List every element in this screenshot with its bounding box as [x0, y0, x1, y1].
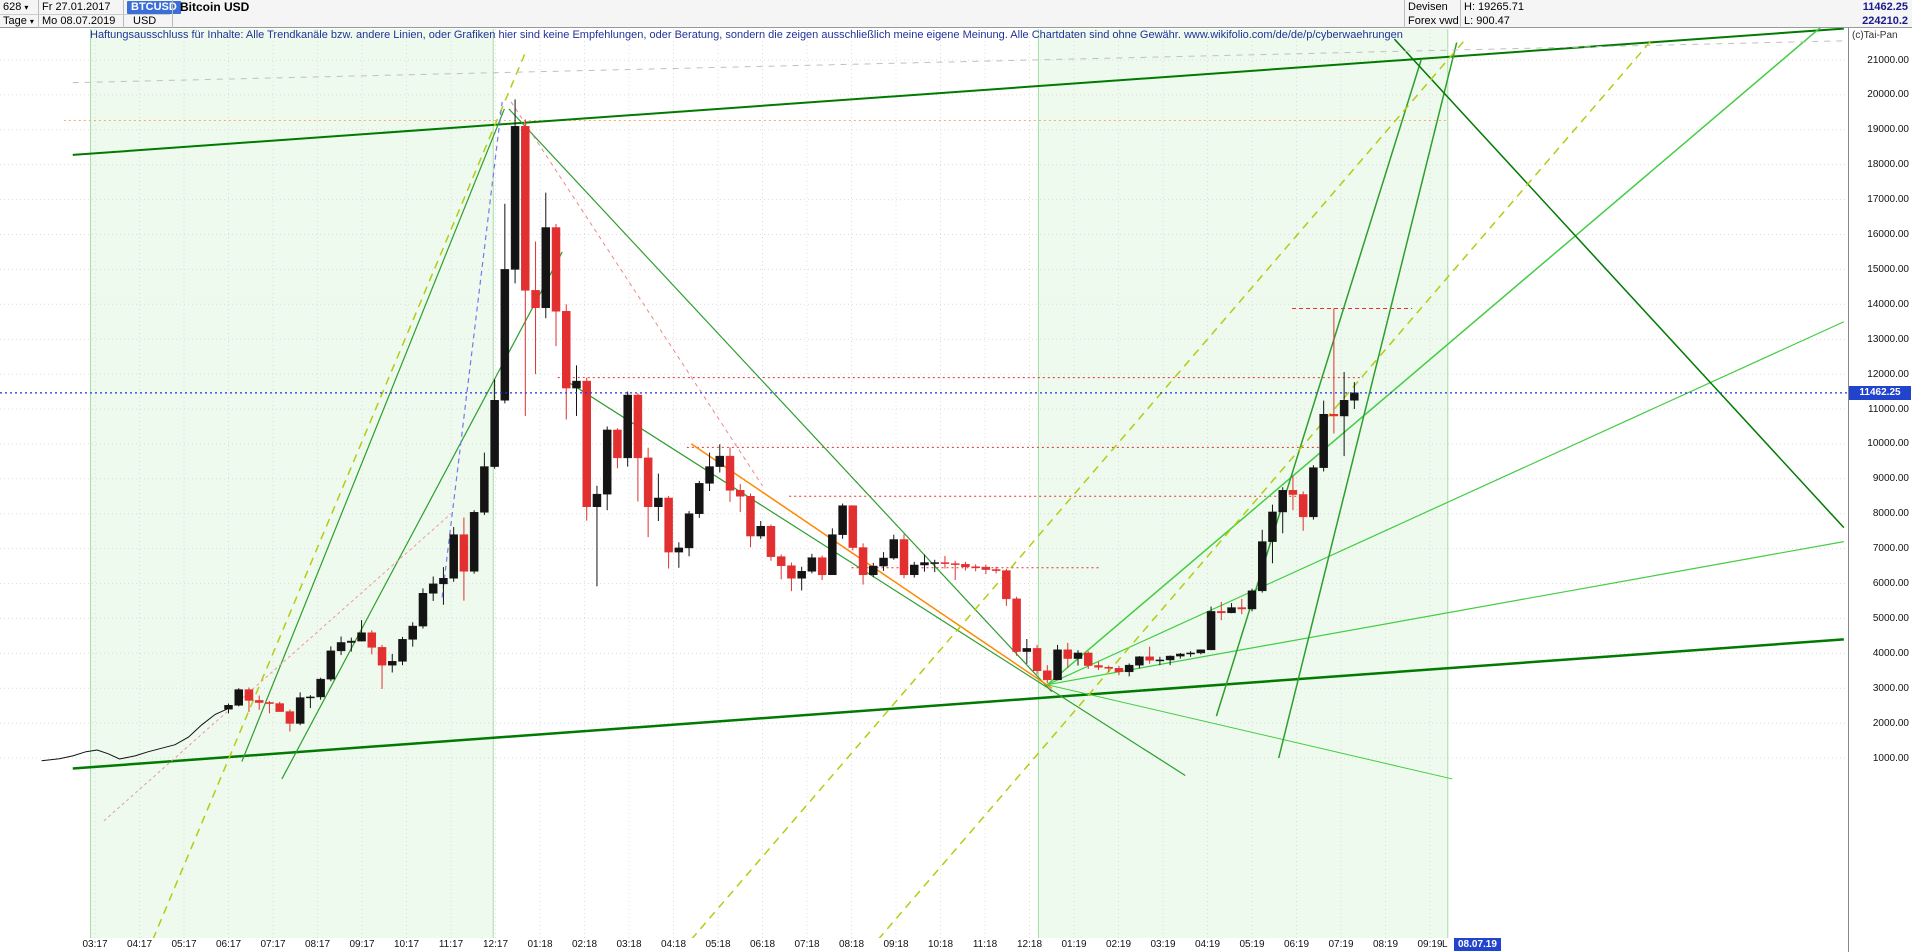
y-axis-tick: 7000.00 — [1872, 543, 1909, 555]
start-date-label: Fr 27.01.2017 — [42, 1, 111, 13]
x-axis-label: 03:17 — [82, 939, 108, 950]
feed-label: Forex vwd — [1408, 15, 1459, 27]
x-axis-label: 05:18 — [705, 939, 731, 950]
x-axis-label: 12:17 — [482, 939, 509, 950]
x-axis-label: 07:19 — [1328, 939, 1354, 950]
x-axis-label: 01:19 — [1061, 939, 1087, 950]
y-axis-tick: 4000.00 — [1872, 647, 1909, 659]
chevron-down-icon: ▾ — [24, 3, 29, 12]
x-axis-label: 03:19 — [1150, 939, 1176, 950]
period-high-label: H: 19265.71 — [1464, 1, 1524, 13]
period-value: Tage — [3, 15, 27, 27]
y-axis-tick: 8000.00 — [1872, 508, 1909, 520]
x-axis-label: 09:18 — [883, 939, 909, 950]
y-axis-tick: 16000.00 — [1867, 229, 1909, 240]
last-marker: L — [1442, 939, 1448, 950]
instrument-title: Bitcoin USD — [180, 0, 250, 14]
y-axis-tick: 17000.00 — [1867, 194, 1909, 206]
app-header: 628 ▾ Tage ▾ Fr 27.01.2017 Mo 08.07.2019 B… — [0, 0, 1912, 28]
end-date-label: Mo 08.07.2019 — [42, 15, 116, 27]
period-low-label: L: 900.47 — [1464, 15, 1510, 27]
taipan-credit: (c)Tai-Pan — [1852, 30, 1898, 41]
header-divider — [1404, 0, 1405, 28]
last-date-tag: 08.07.19 — [1454, 938, 1501, 951]
y-axis-tick: 14000.00 — [1867, 298, 1909, 310]
x-axis-label: 05:17 — [171, 939, 197, 950]
currency-label: USD — [133, 15, 157, 27]
x-axis-label: 09:17 — [349, 939, 375, 950]
y-axis-tick: 18000.00 — [1867, 159, 1909, 171]
x-axis-label: 04:19 — [1194, 939, 1221, 950]
x-axis-label: 08:17 — [304, 939, 331, 950]
y-axis-tick: 9000.00 — [1872, 473, 1909, 485]
x-axis-label: 06:18 — [749, 939, 776, 950]
y-axis-tick: 20000.00 — [1867, 89, 1909, 101]
header-divider — [172, 0, 173, 28]
y-axis-tick: 3000.00 — [1872, 682, 1909, 694]
x-axis-label: 04:17 — [126, 939, 153, 950]
y-axis-tick: 6000.00 — [1872, 578, 1909, 589]
x-axis-label: 08:19 — [1372, 939, 1399, 950]
disclaimer-text: Haftungsausschluss für Inhalte: Alle Tre… — [90, 29, 1403, 41]
chevron-down-icon: ▾ — [29, 17, 34, 26]
x-axis-label: 04:18 — [660, 939, 687, 950]
x-axis-label: 08:18 — [838, 939, 865, 950]
x-axis-label: 11:17 — [438, 939, 464, 950]
y-axis-tick: 2000.00 — [1872, 717, 1909, 729]
x-axis-label: 06:19 — [1283, 939, 1310, 950]
last-price-value: 11462.25 — [1862, 1, 1908, 13]
x-axis-label: 05:19 — [1239, 939, 1265, 950]
symbol-chip[interactable]: BTCUSD — [127, 1, 181, 14]
y-axis-tick: 21000.00 — [1867, 54, 1909, 66]
x-axis-label: 01:18 — [527, 939, 553, 950]
y-axis-tick: 12000.00 — [1867, 368, 1909, 380]
x-axis-label: 03:18 — [616, 939, 642, 950]
x-axis-label: 11:18 — [972, 939, 998, 950]
y-axis-tick: 5000.00 — [1872, 612, 1909, 624]
y-axis-tick: 11000.00 — [1868, 403, 1909, 415]
x-axis-label: 12:18 — [1016, 939, 1043, 950]
last-price-tag: 11462.25 — [1849, 385, 1911, 400]
x-axis-label: 10:18 — [927, 939, 954, 950]
header-divider — [0, 14, 170, 15]
header-divider — [1460, 0, 1461, 28]
x-axis-label: 06:17 — [215, 939, 242, 950]
y-axis-tick: 10000.00 — [1867, 438, 1909, 450]
y-axis-tick: 1000.00 — [1872, 752, 1909, 764]
x-axis-label: 10:17 — [393, 939, 420, 950]
last-volume-value: 224210.2 — [1862, 15, 1908, 27]
x-axis-label: 07:18 — [794, 939, 820, 950]
y-axis-tick: 19000.00 — [1867, 124, 1909, 136]
price-axis: (c)Tai-Pan 21000.00 20000.00 19000.00 18000… — [1848, 28, 1912, 952]
x-axis-label: 09:19 — [1417, 939, 1443, 950]
market-label: Devisen — [1408, 1, 1448, 13]
y-axis-tick: 15000.00 — [1867, 263, 1909, 275]
bars-count-dropdown[interactable]: 628 ▾ — [3, 1, 28, 14]
period-dropdown[interactable]: Tage ▾ — [3, 15, 34, 28]
bars-count-value: 628 — [3, 1, 22, 13]
y-axis-tick: 13000.00 — [1867, 333, 1909, 345]
x-axis-label: 02:19 — [1105, 939, 1132, 950]
x-axis-label: 02:18 — [571, 939, 598, 950]
time-axis: 03:17 04:17 05:17 06:17 07:17 08:17 09:17 10:17… — [0, 938, 1848, 952]
x-axis-label: 07:17 — [260, 939, 286, 950]
